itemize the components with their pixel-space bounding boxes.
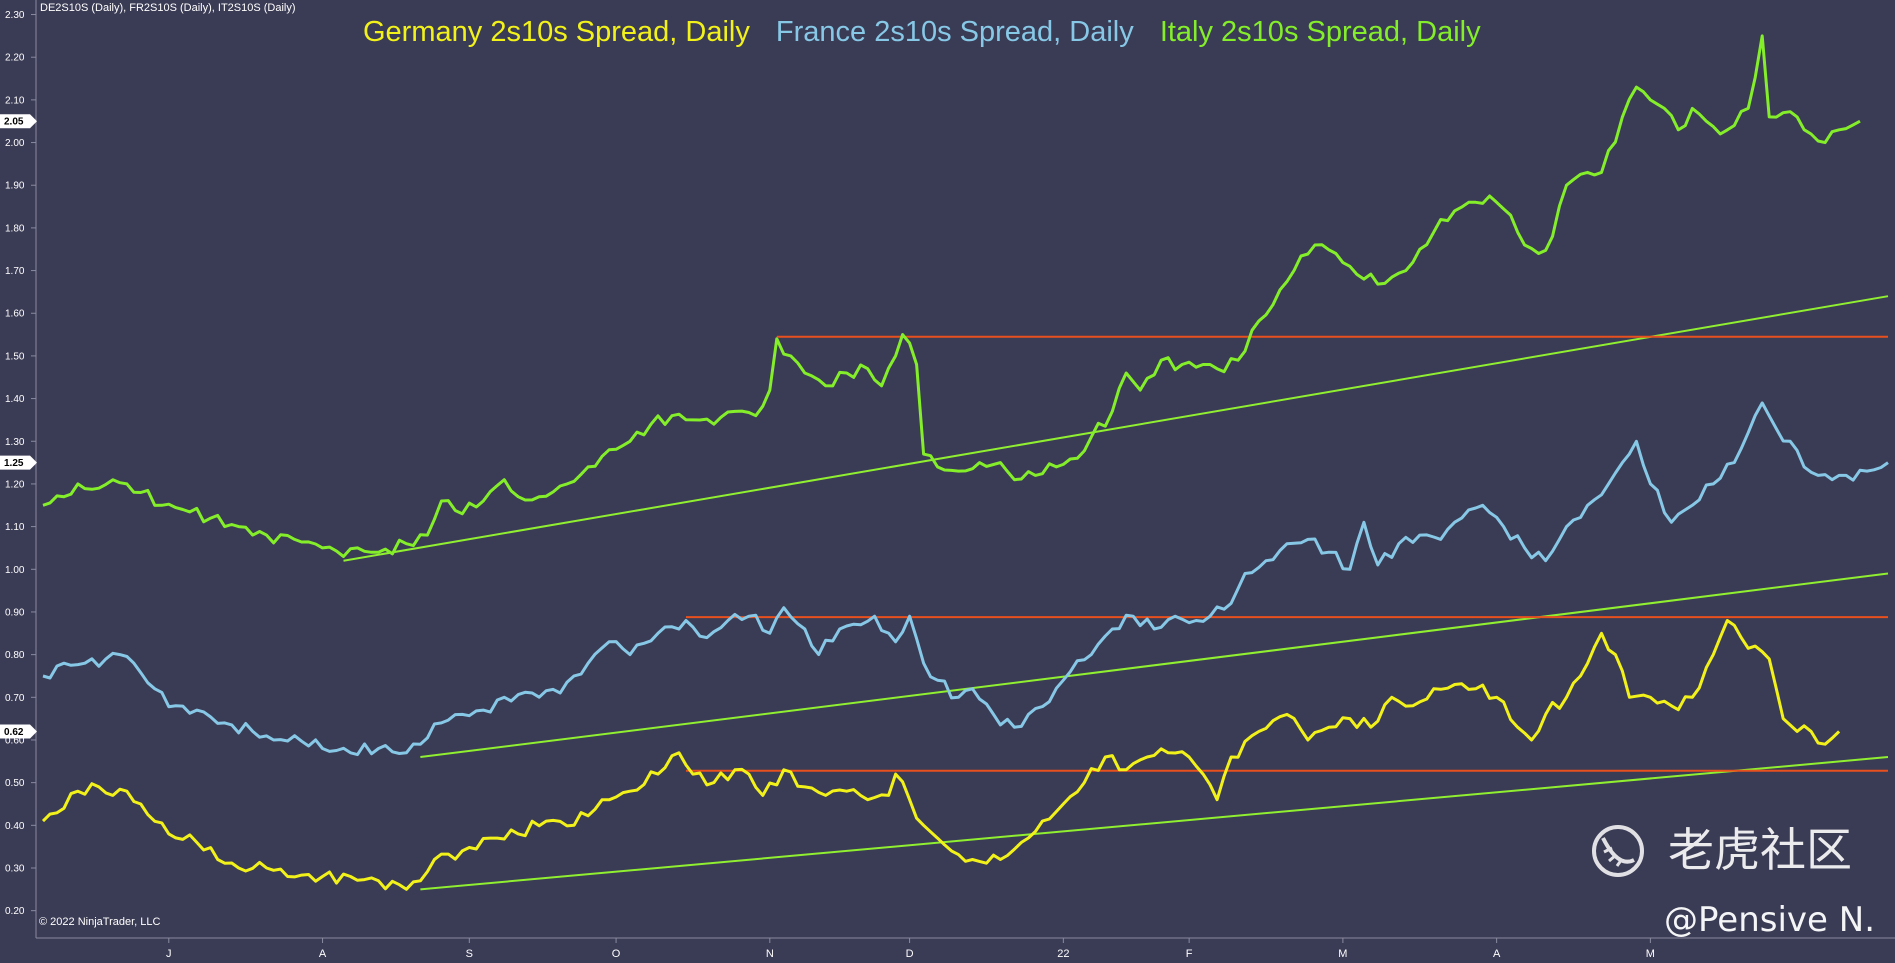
chart-title: Germany 2s10s Spread, Daily France 2s10s… [363, 16, 1481, 48]
x-tick-label: D [906, 948, 914, 960]
trend-line [343, 295, 1889, 562]
series-line-germany [41, 619, 1841, 891]
price-badge-label: 2.05 [4, 117, 24, 128]
y-tick-label: 1.40 [5, 394, 25, 405]
level-lines [343, 295, 1889, 891]
y-tick-label: 1.20 [5, 479, 25, 490]
x-tick-label: M [1338, 948, 1347, 960]
y-tick-label: 1.60 [5, 309, 25, 320]
title-italy: Italy 2s10s Spread, Daily [1160, 16, 1481, 48]
price-badge-label: 0.62 [4, 727, 24, 738]
y-tick-label: 0.90 [5, 607, 25, 618]
trend-line [420, 756, 1889, 891]
y-tick-label: 1.30 [5, 437, 25, 448]
y-tick-label: 1.70 [5, 266, 25, 277]
x-tick-label: F [1186, 948, 1193, 960]
x-tick-label: A [1493, 948, 1501, 960]
y-tick-label: 0.80 [5, 650, 25, 661]
y-tick-label: 1.00 [5, 565, 25, 576]
y-tick-label: 1.10 [5, 522, 25, 533]
watermark-author: @Pensive N. [1664, 900, 1875, 940]
y-tick-label: 2.20 [5, 53, 25, 64]
y-tick-label: 0.60 [5, 735, 25, 746]
price-badge: 0.62 [0, 724, 37, 739]
x-tick-label: A [319, 948, 327, 960]
instrument-header: DE2S10S (Daily), FR2S10S (Daily), IT2S10… [40, 2, 296, 14]
y-tick-label: 2.00 [5, 138, 25, 149]
x-axis-ticks: J A S O N D 22 F M A M [166, 938, 1655, 960]
watermark-brand: 老虎社区 [1668, 823, 1852, 877]
series-lines [41, 34, 1889, 891]
y-tick-label: 2.30 [5, 10, 25, 21]
price-badge-label: 1.25 [4, 458, 24, 469]
y-tick-label: 2.10 [5, 95, 25, 106]
price-badge: 1.25 [0, 455, 37, 470]
y-tick-label: 0.30 [5, 863, 25, 874]
price-badges: 2.05 1.25 0.62 [0, 114, 37, 739]
y-tick-label: 1.90 [5, 181, 25, 192]
y-tick-label: 1.50 [5, 351, 25, 362]
y-tick-label: 0.40 [5, 821, 25, 832]
y-tick-label: 1.80 [5, 223, 25, 234]
x-tick-label: O [612, 948, 621, 960]
x-tick-label: 22 [1057, 948, 1069, 960]
price-badge: 2.05 [0, 114, 37, 129]
tiger-logo-icon [1592, 825, 1644, 877]
x-tick-label: N [766, 948, 774, 960]
trend-line [420, 572, 1889, 759]
series-line-italy [42, 34, 1861, 558]
title-france: France 2s10s Spread, Daily [776, 16, 1134, 48]
y-axis-ticks: 0.20 0.30 0.40 0.50 0.60 0.70 0.80 0.90 1.00 1.10… [5, 10, 36, 917]
y-tick-label: 0.20 [5, 906, 25, 917]
title-germany: Germany 2s10s Spread, Daily [363, 16, 750, 48]
y-tick-label: 0.70 [5, 693, 25, 704]
copyright-label: © 2022 NinjaTrader, LLC [39, 916, 160, 928]
y-tick-label: 0.50 [5, 778, 25, 789]
x-tick-label: S [466, 948, 473, 960]
series-line-france [42, 401, 1889, 757]
x-tick-label: J [166, 948, 172, 960]
x-tick-label: M [1646, 948, 1655, 960]
